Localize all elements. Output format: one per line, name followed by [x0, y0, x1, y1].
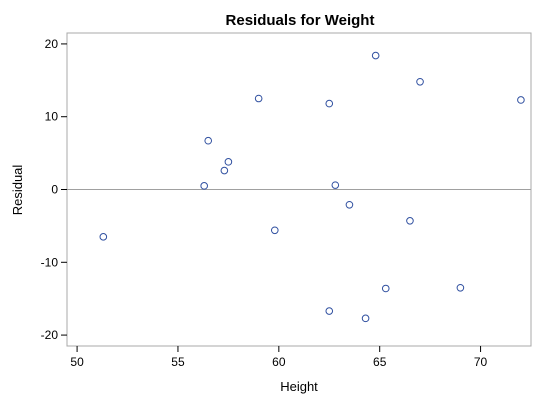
- y-axis: -20 -10 0 10 20: [41, 37, 67, 342]
- y-axis-label: Residual: [10, 165, 25, 216]
- data-point: [254, 94, 263, 103]
- data-point: [224, 158, 233, 166]
- data-point: [325, 307, 334, 315]
- data-point: [204, 136, 213, 145]
- x-tick-label: 60: [272, 355, 286, 369]
- x-axis-label: Height: [280, 379, 318, 394]
- data-point: [517, 96, 525, 104]
- data-point: [381, 284, 390, 293]
- y-tick-label: -10: [41, 255, 59, 269]
- x-axis: 50 55 60 65 70: [70, 346, 488, 369]
- y-tick-label: -20: [41, 328, 59, 342]
- data-points: [99, 51, 525, 323]
- data-point: [406, 217, 414, 225]
- y-tick-label: 20: [45, 37, 59, 51]
- data-point: [220, 166, 229, 175]
- y-tick-label: 0: [51, 183, 58, 197]
- y-tick-label: 10: [45, 110, 59, 124]
- data-point: [345, 200, 354, 209]
- data-point: [331, 181, 340, 189]
- data-point: [416, 77, 424, 86]
- data-point: [456, 283, 465, 292]
- x-tick-label: 50: [70, 355, 84, 369]
- data-point: [200, 182, 208, 190]
- data-point: [361, 314, 370, 323]
- data-point: [99, 233, 108, 241]
- data-point: [270, 226, 279, 235]
- x-tick-label: 55: [171, 355, 185, 369]
- data-point: [371, 51, 380, 60]
- x-tick-label: 65: [373, 355, 387, 369]
- chart-title: Residuals for Weight: [226, 12, 375, 29]
- data-point: [325, 99, 334, 108]
- x-tick-label: 70: [474, 355, 488, 369]
